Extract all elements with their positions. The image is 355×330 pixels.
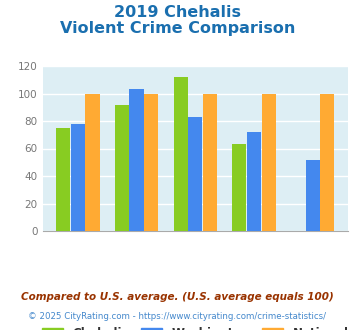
Bar [203,93,217,231]
Text: Compared to U.S. average. (U.S. average equals 100): Compared to U.S. average. (U.S. average … [21,292,334,302]
Bar [71,124,85,231]
Bar [86,93,99,231]
Bar [144,93,158,231]
Legend: Chehalis, Washington, National: Chehalis, Washington, National [37,323,354,330]
Bar [188,117,202,231]
Bar [306,159,320,231]
Bar [115,105,129,231]
Bar [130,89,143,231]
Bar [174,77,188,231]
Bar [320,93,334,231]
Text: © 2025 CityRating.com - https://www.cityrating.com/crime-statistics/: © 2025 CityRating.com - https://www.city… [28,312,327,321]
Bar [56,128,70,231]
Text: 2019 Chehalis: 2019 Chehalis [114,5,241,20]
Bar [262,93,276,231]
Text: Violent Crime Comparison: Violent Crime Comparison [60,21,295,36]
Bar [247,132,261,231]
Bar [232,145,246,231]
